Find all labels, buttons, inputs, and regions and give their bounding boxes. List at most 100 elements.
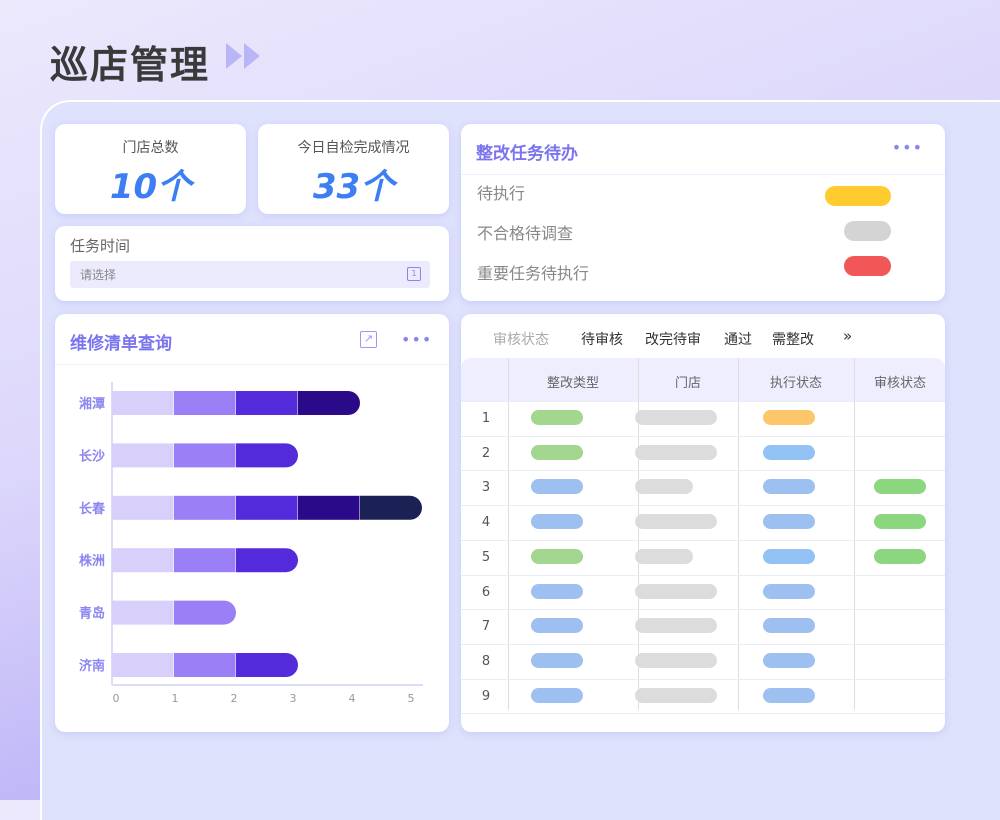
task-time-card: 任务时间 请选择 1 <box>55 226 449 301</box>
row-index: 8 <box>481 653 491 669</box>
page-title: 巡店管理 <box>50 43 211 87</box>
exec-status-pill <box>763 652 815 668</box>
row-divider <box>461 505 945 507</box>
row-divider <box>461 713 945 715</box>
repair-title: 维修清单查询 <box>70 334 172 354</box>
store-pill <box>635 479 693 495</box>
row-divider <box>461 470 945 472</box>
todo-item[interactable]: 待执行 <box>477 184 526 203</box>
self-check-card: 今日自检完成情况 33个 <box>258 124 449 214</box>
type-pill <box>531 514 583 530</box>
more-icon[interactable]: ••• <box>401 330 433 349</box>
todo-title: 整改任务待办 <box>476 144 578 164</box>
review-card: 审核状态 待审核 改完待审 通过 需整改 » 整改类型 门店 执行状态 审核状态 1 2 3… <box>461 314 945 732</box>
column-header[interactable]: 门店 <box>674 376 701 391</box>
x-tick-label: 5 <box>408 692 415 705</box>
column-divider <box>854 358 855 710</box>
row-index: 2 <box>481 445 491 461</box>
exec-status-pill <box>763 618 815 634</box>
bar-segment <box>112 653 174 677</box>
type-pill <box>531 687 583 703</box>
filter-label: 审核状态 <box>493 332 549 348</box>
column-divider <box>738 358 739 710</box>
category-label: 湘潭 <box>79 396 105 412</box>
row-divider <box>461 678 945 680</box>
bar-segment <box>112 548 174 573</box>
bar-segment <box>174 653 236 677</box>
store-pill <box>635 514 717 530</box>
column-header[interactable]: 执行状态 <box>769 376 822 391</box>
row-index: 7 <box>481 619 491 635</box>
forward-arrows-icon <box>226 43 260 69</box>
bar-segment <box>298 495 360 520</box>
exec-status-pill <box>763 479 815 495</box>
todo-item[interactable]: 不合格待调查 <box>477 224 574 243</box>
category-label: 济南 <box>79 658 105 674</box>
table-header <box>461 358 945 401</box>
bar-segment <box>174 600 236 625</box>
store-pill <box>635 652 717 668</box>
review-status-pill <box>874 514 926 530</box>
filter-pending[interactable]: 待审核 <box>581 332 623 348</box>
store-pill <box>635 410 717 425</box>
row-divider <box>461 643 945 645</box>
type-pill <box>531 410 583 425</box>
store-pill <box>635 548 693 564</box>
row-divider <box>461 401 945 402</box>
category-label: 株洲 <box>79 553 105 569</box>
calendar-icon[interactable]: 1 <box>407 267 421 281</box>
filter-fixed-pending[interactable]: 改完待审 <box>645 332 701 348</box>
bar-segment <box>112 391 174 415</box>
type-pill <box>531 583 583 599</box>
more-filters-icon[interactable]: » <box>843 327 853 345</box>
export-icon[interactable]: ↗ <box>360 331 377 348</box>
row-index: 6 <box>481 584 491 600</box>
store-count-card: 门店总数 10个 <box>55 124 246 214</box>
filter-passed[interactable]: 通过 <box>724 332 752 348</box>
todo-status-bar <box>844 256 891 276</box>
review-status-pill <box>874 479 926 495</box>
type-pill <box>531 444 583 460</box>
todo-card: 整改任务待办 ••• 待执行 不合格待调查 重要任务待执行 <box>461 124 945 301</box>
store-pill <box>635 687 717 703</box>
stat-value: 10个 <box>109 167 192 207</box>
stat-label: 门店总数 <box>122 140 179 156</box>
bar-segment <box>236 653 298 677</box>
x-tick-label: 3 <box>290 692 297 705</box>
type-pill <box>531 652 583 668</box>
date-picker[interactable]: 请选择 1 <box>70 261 430 288</box>
divider <box>55 364 449 365</box>
review-status-pill <box>874 548 926 564</box>
divider <box>461 174 945 175</box>
category-label: 青岛 <box>79 606 105 622</box>
store-pill <box>635 618 717 634</box>
category-label: 长沙 <box>79 448 105 464</box>
column-header[interactable]: 审核状态 <box>873 376 926 391</box>
row-index: 5 <box>481 549 491 565</box>
type-pill <box>531 548 583 564</box>
bar-segment <box>236 391 298 415</box>
x-tick-label: 0 <box>113 692 120 705</box>
exec-status-pill <box>763 410 815 425</box>
store-pill <box>635 583 717 599</box>
bar-segment <box>236 443 298 468</box>
bar-segment <box>112 600 174 625</box>
bar-segment <box>174 443 236 468</box>
row-index: 1 <box>481 411 491 426</box>
todo-item[interactable]: 重要任务待执行 <box>477 264 590 283</box>
bar-segment <box>360 495 422 520</box>
row-index: 4 <box>481 515 491 531</box>
more-icon[interactable]: ••• <box>891 138 923 157</box>
filter-needs-fix[interactable]: 需整改 <box>772 332 814 348</box>
todo-status-bar <box>825 186 891 206</box>
row-index: 3 <box>481 480 491 496</box>
store-pill <box>635 444 717 460</box>
column-header[interactable]: 整改类型 <box>546 376 599 391</box>
bar-segment <box>174 391 236 415</box>
column-divider <box>638 358 639 710</box>
todo-status-bar <box>844 221 891 241</box>
bar-segment <box>112 495 174 520</box>
stat-label: 今日自检完成情况 <box>297 140 410 156</box>
bar-segment <box>236 495 298 520</box>
